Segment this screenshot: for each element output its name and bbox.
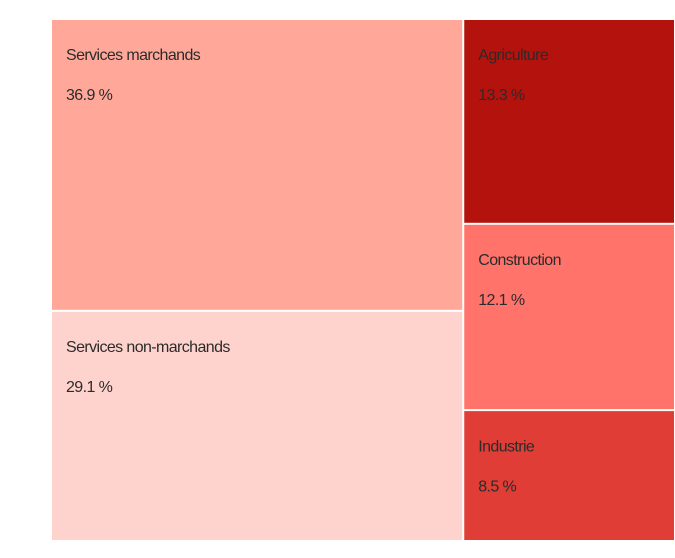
tile — [464, 411, 674, 540]
tile — [464, 224, 674, 410]
tile-value: 13.3 % — [478, 87, 525, 104]
tile-label: Construction — [478, 252, 561, 269]
tile-value: 8.5 % — [478, 478, 516, 495]
tile-label: Agriculture — [478, 47, 549, 64]
tile-label: Services non-marchands — [66, 339, 230, 356]
tile — [52, 20, 463, 310]
tile-label: Industrie — [478, 438, 535, 455]
tile-value: 29.1 % — [66, 379, 113, 396]
tile-value: 12.1 % — [478, 292, 525, 309]
tile — [464, 20, 674, 223]
tile-value: 36.9 % — [66, 87, 113, 104]
tile — [52, 311, 463, 540]
tile-label: Services marchands — [66, 47, 201, 64]
